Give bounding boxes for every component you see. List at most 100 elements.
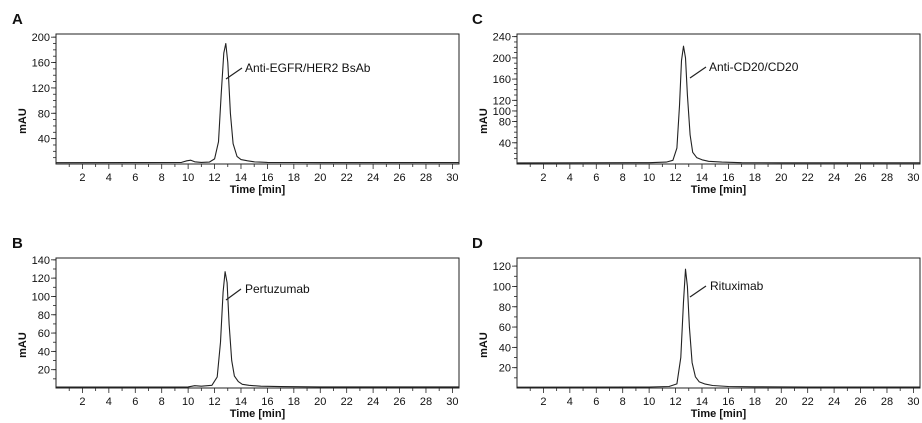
x-tick-label: 12 — [669, 172, 681, 184]
x-tick-label: 26 — [393, 396, 405, 408]
x-tick-label: 16 — [722, 396, 734, 408]
x-tick-label: 4 — [106, 396, 112, 408]
x-tick-label: 16 — [722, 172, 734, 184]
y-tick-label: 40 — [499, 342, 511, 354]
x-tick-label: 20 — [775, 172, 787, 184]
x-tick-label: 2 — [540, 396, 546, 408]
y-tick-label: 160 — [493, 74, 511, 86]
x-tick-label: 30 — [907, 172, 919, 184]
peak-annotation-leader — [225, 67, 243, 80]
x-tick-label: 14 — [235, 396, 247, 408]
x-tick-label: 12 — [208, 396, 220, 408]
x-tick-label: 28 — [881, 396, 893, 408]
y-axis-title: mAU — [478, 332, 490, 358]
y-axis-title: mAU — [17, 332, 29, 358]
x-tick-label: 6 — [593, 172, 599, 184]
chart-panel-d: D2 4 6 8 10 12 14 16 18 20 22 24 26 28 302040608010012… — [472, 235, 921, 420]
x-tick-label: 12 — [669, 396, 681, 408]
chart-panel-b: B2 4 6 8 10 12 14 16 18 20 22 24 26 28 302040608010012… — [12, 235, 460, 420]
x-tick-label: 30 — [446, 396, 458, 408]
x-axis-title: Time [min] — [691, 408, 747, 420]
panel-letter: B — [12, 235, 23, 252]
x-tick-label: 30 — [907, 396, 919, 408]
x-tick-label: 14 — [235, 172, 247, 184]
y-tick-label: 160 — [32, 58, 50, 70]
panel-letter: A — [12, 11, 23, 28]
x-tick-label: 24 — [828, 172, 840, 184]
x-tick-label: 28 — [420, 396, 432, 408]
x-tick-label: 18 — [749, 396, 761, 408]
x-tick-label: 26 — [393, 172, 405, 184]
y-tick-label: 120 — [32, 83, 50, 95]
x-tick-label: 20 — [314, 172, 326, 184]
x-tick-label: 28 — [420, 172, 432, 184]
x-tick-label: 22 — [802, 396, 814, 408]
y-tick-label: 40 — [499, 138, 511, 150]
y-tick-label: 40 — [38, 134, 50, 146]
x-tick-label: 16 — [261, 396, 273, 408]
y-tick-label: 120 — [493, 95, 511, 107]
y-tick-label: 20 — [499, 363, 511, 375]
x-tick-label: 8 — [159, 172, 165, 184]
y-tick-label: 100 — [493, 106, 511, 118]
x-tick-label: 26 — [854, 172, 866, 184]
x-tick-label: 10 — [182, 396, 194, 408]
y-tick-label: 100 — [32, 291, 50, 303]
x-tick-label: 10 — [643, 172, 655, 184]
x-tick-label: 14 — [696, 172, 708, 184]
plot-frame — [55, 257, 460, 389]
y-tick-label: 80 — [38, 108, 50, 120]
x-tick-label: 4 — [106, 172, 112, 184]
peak-annotation-leader — [689, 66, 707, 79]
x-tick-label: 10 — [182, 172, 194, 184]
y-tick-label: 80 — [499, 117, 511, 129]
x-tick-label: 6 — [132, 396, 138, 408]
x-tick-label: 14 — [696, 396, 708, 408]
y-tick-label: 200 — [493, 53, 511, 65]
x-tick-label: 6 — [593, 396, 599, 408]
peak-annotation-label: Anti-CD20/CD20 — [709, 60, 799, 74]
x-tick-label: 18 — [749, 172, 761, 184]
x-tick-label: 16 — [261, 172, 273, 184]
chart-panel-a: A2 4 6 8 10 12 14 16 18 20 22 24 26 28 304080120160200… — [12, 11, 460, 196]
panel-letter: D — [472, 235, 483, 252]
x-tick-label: 20 — [775, 396, 787, 408]
y-tick-label: 120 — [493, 261, 511, 273]
x-tick-label: 24 — [367, 172, 379, 184]
x-axis-title: Time [min] — [691, 184, 747, 196]
peak-annotation-label: Pertuzumab — [245, 282, 310, 296]
peak-annotation-leader — [225, 288, 242, 301]
x-tick-label: 18 — [288, 396, 300, 408]
x-tick-label: 22 — [802, 172, 814, 184]
chromatogram-trace — [55, 271, 459, 388]
x-tick-label: 2 — [79, 396, 85, 408]
x-tick-label: 28 — [881, 172, 893, 184]
peak-annotation-label: Anti-EGFR/HER2 BsAb — [245, 61, 371, 75]
x-tick-label: 20 — [314, 396, 326, 408]
plot-frame — [55, 33, 460, 165]
peak-annotation-leader — [689, 285, 707, 298]
x-tick-label: 24 — [828, 396, 840, 408]
x-tick-label: 26 — [854, 396, 866, 408]
y-tick-label: 20 — [38, 365, 50, 377]
y-tick-label: 80 — [38, 310, 50, 322]
y-tick-label: 240 — [493, 32, 511, 44]
y-tick-label: 200 — [32, 32, 50, 44]
chromatogram-trace — [55, 42, 459, 164]
x-tick-label: 4 — [567, 172, 573, 184]
panel-letter: C — [472, 11, 483, 28]
y-tick-label: 40 — [38, 346, 50, 358]
chromatogram-trace — [516, 45, 920, 164]
y-tick-label: 60 — [38, 328, 50, 340]
y-tick-label: 60 — [499, 322, 511, 334]
x-tick-label: 2 — [79, 172, 85, 184]
plot-frame — [516, 33, 921, 165]
chromatogram-trace — [516, 268, 920, 388]
x-tick-label: 6 — [132, 172, 138, 184]
x-axis-title: Time [min] — [230, 184, 286, 196]
x-tick-label: 22 — [341, 396, 353, 408]
x-tick-label: 24 — [367, 396, 379, 408]
y-tick-label: 80 — [499, 302, 511, 314]
x-tick-label: 12 — [208, 172, 220, 184]
